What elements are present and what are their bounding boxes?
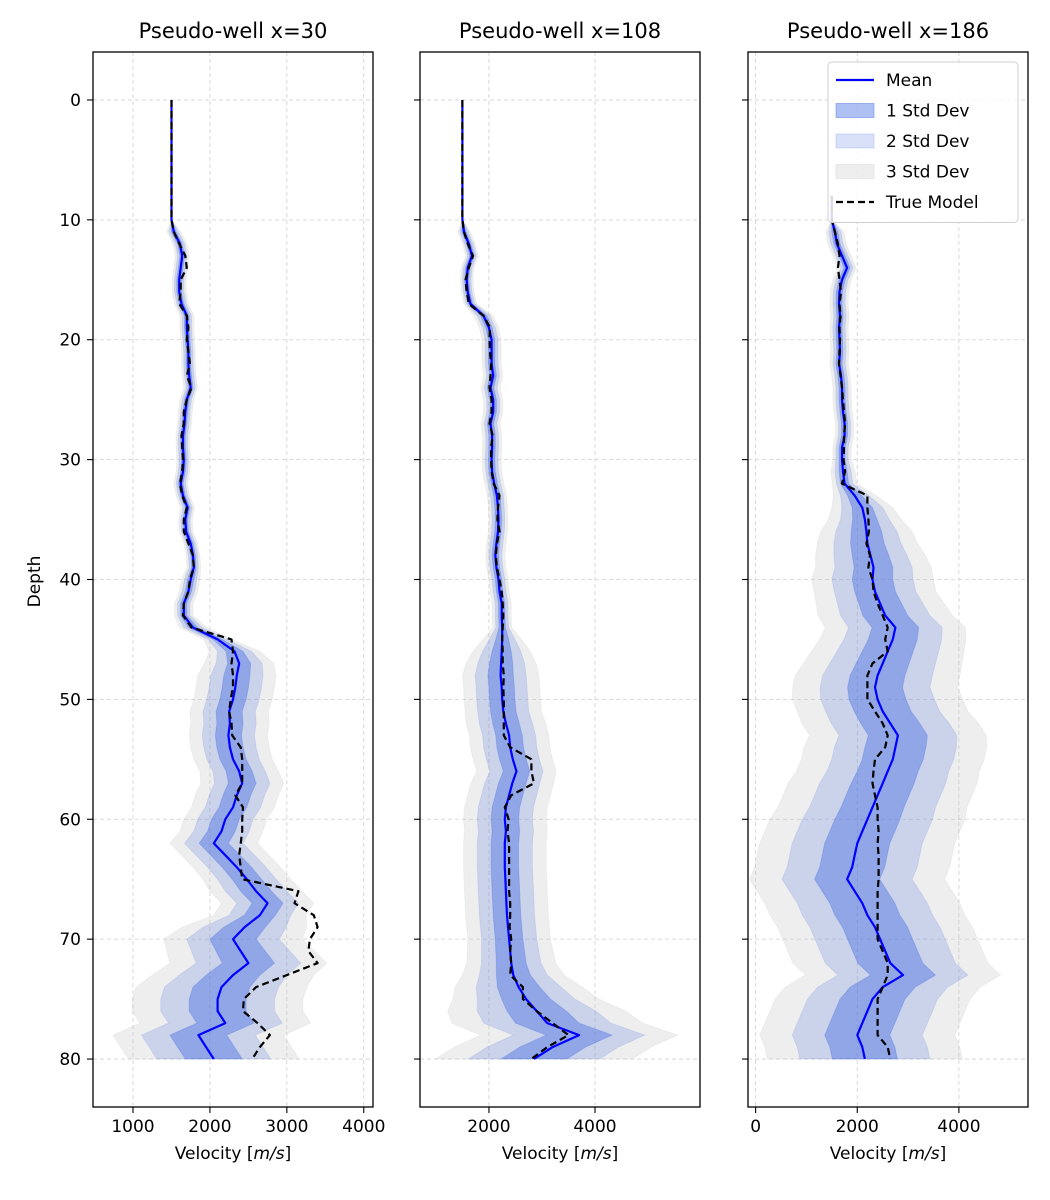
series-line-true-model (170, 100, 319, 1060)
y-tick-label: 60 (59, 810, 81, 830)
y-tick-label: 30 (59, 451, 81, 471)
x-axis-label: Velocity [m/s] (502, 1144, 619, 1164)
y-tick-label: 80 (59, 1050, 81, 1070)
panel-title: Pseudo-well x=186 (787, 19, 989, 43)
legend-label-1-std-dev: 1 Std Dev (886, 102, 969, 122)
legend-swatch-3-std-dev (835, 164, 875, 179)
y-tick-label: 0 (70, 91, 81, 111)
panel-title: Pseudo-well x=108 (459, 19, 661, 43)
legend-box (827, 61, 1019, 223)
y-tick-label: 20 (59, 331, 81, 351)
panel-title: Pseudo-well x=30 (139, 19, 328, 43)
legend-swatch-2-std-dev (835, 133, 875, 149)
x-tick-label: 4000 (573, 1117, 616, 1137)
legend-label-2-std-dev: 2 Std Dev (886, 132, 969, 152)
x-tick-label: 2000 (188, 1117, 231, 1137)
legend-swatch-1-std-dev (835, 103, 875, 118)
legend-label-true-model: True Model (885, 193, 979, 213)
panel-x108: 2000 4000 Pseudo-well x=108 Velocity [m/s] (414, 19, 701, 1164)
y-axis-label: Depth (25, 556, 45, 608)
x-tick-label: 4000 (342, 1117, 385, 1137)
y-tick-label: 40 (59, 571, 81, 591)
x-axis-label: Velocity [m/s] (830, 1144, 947, 1164)
legend-label-3-std-dev: 3 Std Dev (886, 163, 969, 183)
x-tick-label: 2000 (467, 1117, 510, 1137)
x-tick-label: 2000 (836, 1117, 879, 1137)
legend-label-mean: Mean (886, 71, 932, 91)
panel-x186: 0 2000 4000 Pseudo-well x=186 Velocity [m/s] (742, 19, 1029, 1164)
y-tick-label: 10 (59, 211, 81, 231)
x-tick-label: 4000 (937, 1117, 980, 1137)
y-tick-label: 50 (59, 690, 81, 710)
legend: Mean 1 Std Dev 2 Std Dev 3 Std Dev True Mode… (827, 61, 1019, 223)
x-tick-label: 3000 (265, 1117, 308, 1137)
x-axis-label: Velocity [m/s] (175, 1144, 292, 1164)
series-line-true-model (830, 195, 892, 1060)
series-line-mean (461, 100, 581, 1060)
series-line-true-model (461, 100, 570, 1060)
x-tick-label: 1000 (111, 1117, 154, 1137)
x-tick-label: 0 (750, 1117, 761, 1137)
y-tick-label: 70 (59, 930, 81, 950)
panel-x30: 1000 2000 3000 4000 0 10 20 30 40 50 60 70 80 Pseudo-… (59, 19, 385, 1164)
